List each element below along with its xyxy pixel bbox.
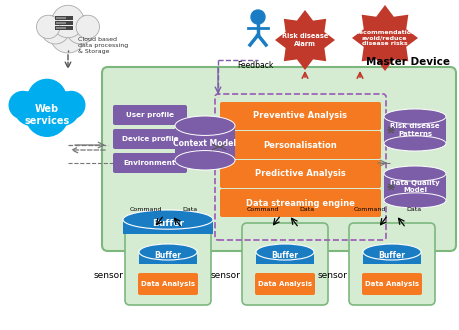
Text: sensor: sensor <box>210 271 240 280</box>
Ellipse shape <box>383 193 445 208</box>
Circle shape <box>8 91 37 119</box>
Bar <box>383 116 445 144</box>
Bar <box>55 26 73 30</box>
Text: Preventive Analysis: Preventive Analysis <box>252 112 346 120</box>
Circle shape <box>36 15 60 39</box>
Text: Buffer: Buffer <box>154 250 181 259</box>
Polygon shape <box>351 5 417 71</box>
Text: Command: Command <box>246 207 279 212</box>
Text: Risk disease
Alarm: Risk disease Alarm <box>281 34 327 47</box>
Bar <box>256 252 313 264</box>
FancyBboxPatch shape <box>113 153 187 173</box>
Bar <box>56 17 66 19</box>
Text: Web
services: Web services <box>24 104 69 126</box>
Bar <box>55 21 73 25</box>
Text: Environment: Environment <box>123 160 176 166</box>
Ellipse shape <box>256 244 313 260</box>
Ellipse shape <box>174 150 235 170</box>
Circle shape <box>57 91 85 119</box>
Bar <box>174 126 235 160</box>
Circle shape <box>66 15 95 44</box>
Circle shape <box>14 91 49 126</box>
Text: Buffer: Buffer <box>151 218 184 227</box>
FancyBboxPatch shape <box>219 131 380 159</box>
Ellipse shape <box>383 136 445 151</box>
Bar <box>123 219 213 234</box>
FancyBboxPatch shape <box>113 105 187 125</box>
Text: Data Analysis: Data Analysis <box>257 281 311 287</box>
Ellipse shape <box>139 244 196 260</box>
Text: Data: Data <box>406 207 420 212</box>
FancyBboxPatch shape <box>113 129 187 149</box>
Bar <box>383 174 445 200</box>
FancyBboxPatch shape <box>348 223 434 305</box>
Bar <box>362 252 420 264</box>
FancyBboxPatch shape <box>125 223 211 305</box>
FancyBboxPatch shape <box>219 102 380 130</box>
Ellipse shape <box>123 215 213 234</box>
Circle shape <box>45 91 80 126</box>
FancyBboxPatch shape <box>102 67 455 251</box>
Text: Data Analysis: Data Analysis <box>364 281 418 287</box>
Text: Data streaming engine: Data streaming engine <box>245 199 354 208</box>
Circle shape <box>50 17 86 53</box>
Circle shape <box>25 93 69 137</box>
FancyBboxPatch shape <box>241 223 327 305</box>
Ellipse shape <box>139 248 196 264</box>
Text: Recommendation
avoid/reduce
disease risks: Recommendation avoid/reduce disease risk… <box>353 30 415 46</box>
Polygon shape <box>274 10 334 70</box>
Circle shape <box>251 10 264 24</box>
Ellipse shape <box>139 244 196 260</box>
Circle shape <box>52 5 84 38</box>
Text: Data: Data <box>182 207 197 212</box>
Text: Predictive Analysis: Predictive Analysis <box>254 170 345 179</box>
Text: Buffer: Buffer <box>271 250 298 259</box>
Text: User profile: User profile <box>126 112 174 118</box>
Ellipse shape <box>362 244 420 260</box>
Text: Master Device: Master Device <box>365 57 449 67</box>
Text: Device profile: Device profile <box>122 136 178 142</box>
Text: Command: Command <box>353 207 386 212</box>
Ellipse shape <box>256 248 313 264</box>
Text: Data Analysis: Data Analysis <box>140 281 195 287</box>
Text: Data Quality
Model: Data Quality Model <box>389 181 439 193</box>
FancyBboxPatch shape <box>254 273 314 295</box>
Text: Buffer: Buffer <box>378 250 405 259</box>
Text: Personalisation: Personalisation <box>263 141 336 149</box>
Text: sensor: sensor <box>93 271 123 280</box>
Text: Context Model: Context Model <box>173 139 236 148</box>
Circle shape <box>76 15 99 39</box>
Text: Data: Data <box>299 207 314 212</box>
Ellipse shape <box>123 210 213 229</box>
Text: Command: Command <box>129 207 162 212</box>
Text: Feedback: Feedback <box>236 61 273 70</box>
Ellipse shape <box>383 109 445 124</box>
Ellipse shape <box>362 248 420 264</box>
Bar <box>56 27 66 29</box>
Bar <box>139 252 196 264</box>
Bar <box>56 22 66 24</box>
Bar <box>55 16 73 20</box>
Ellipse shape <box>174 116 235 135</box>
Ellipse shape <box>362 244 420 260</box>
Circle shape <box>27 79 67 118</box>
Text: sensor: sensor <box>316 271 346 280</box>
FancyBboxPatch shape <box>219 189 380 217</box>
Text: Risk disease
Patterns: Risk disease Patterns <box>389 123 439 137</box>
Text: Cloud based
data processing
& Storage: Cloud based data processing & Storage <box>78 37 128 53</box>
Ellipse shape <box>123 210 213 229</box>
Circle shape <box>41 15 70 44</box>
Ellipse shape <box>383 166 445 181</box>
FancyBboxPatch shape <box>219 160 380 188</box>
FancyBboxPatch shape <box>361 273 421 295</box>
Ellipse shape <box>256 244 313 260</box>
FancyBboxPatch shape <box>138 273 197 295</box>
